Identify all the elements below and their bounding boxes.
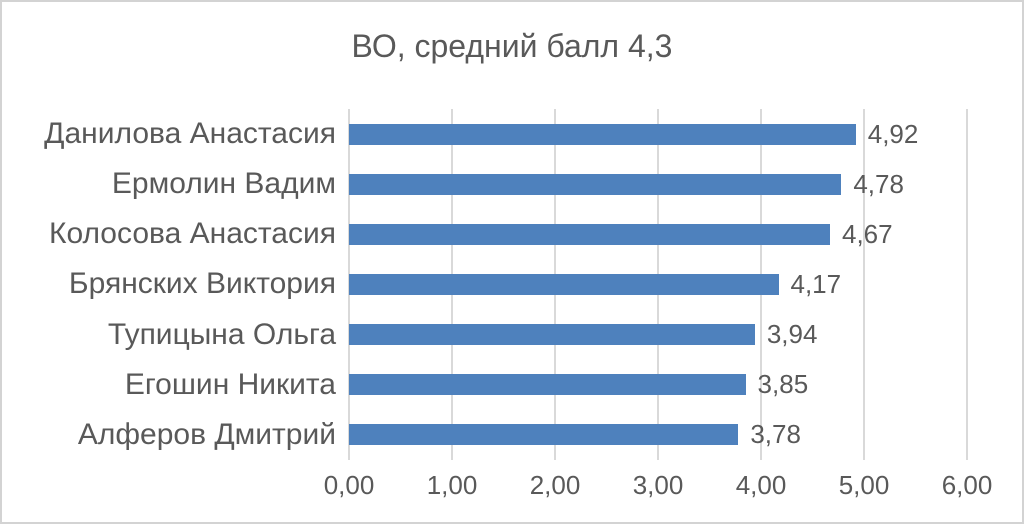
value-label: 4,17 (790, 268, 842, 299)
chart-row: 4,78 (349, 159, 967, 209)
x-tick-label: 2,00 (529, 470, 581, 500)
chart-row: 4,92 (349, 109, 967, 159)
bar[interactable] (349, 424, 739, 446)
bar[interactable] (349, 123, 856, 145)
bar[interactable] (349, 173, 842, 195)
value-label: 3,94 (766, 319, 818, 350)
category-axis: Данилова Анастасия Ермолин Вадим Колосов… (6, 109, 336, 460)
category-label: Брянских Виктория (68, 267, 336, 301)
chart-row: 3,94 (349, 310, 967, 360)
chart-row: 3,78 (349, 410, 967, 460)
category-label: Егошин Никита (124, 367, 336, 401)
bar[interactable] (349, 324, 755, 346)
chart-title: ВО, средний балл 4,3 (351, 28, 673, 64)
x-tick-label: 5,00 (838, 470, 890, 500)
bar[interactable] (349, 374, 746, 396)
bar[interactable] (349, 223, 830, 245)
chart-row: 4,67 (349, 209, 967, 259)
value-label: 3,85 (757, 369, 809, 400)
value-label: 4,92 (867, 118, 919, 149)
category-label: Алферов Дмитрий (77, 417, 336, 451)
x-tick-label: 4,00 (735, 470, 787, 500)
x-tick-label: 0,00 (323, 470, 375, 500)
value-label: 3,78 (750, 419, 801, 450)
category-label: Колосова Анастасия (48, 217, 336, 251)
bars-container: 4,92 4,78 4,67 4,17 3,94 3,85 3,78 (349, 109, 967, 460)
x-tick-label: 6,00 (941, 470, 993, 500)
category-label: Тупицына Ольга (107, 317, 336, 351)
x-tick-label: 1,00 (426, 470, 478, 500)
category-label: Ермолин Вадим (111, 167, 336, 201)
chart-row: 4,17 (349, 259, 967, 309)
gridline (966, 109, 968, 460)
chart-row: 3,85 (349, 360, 967, 410)
value-label: 4,67 (842, 218, 893, 249)
bar[interactable] (349, 273, 779, 295)
value-label: 4,78 (853, 168, 904, 199)
x-axis: 0,00 1,00 2,00 3,00 4,00 5,00 6,00 (324, 470, 993, 504)
category-label: Данилова Анастасия (44, 117, 336, 151)
x-tick-label: 3,00 (632, 470, 684, 500)
gridline (863, 109, 865, 460)
